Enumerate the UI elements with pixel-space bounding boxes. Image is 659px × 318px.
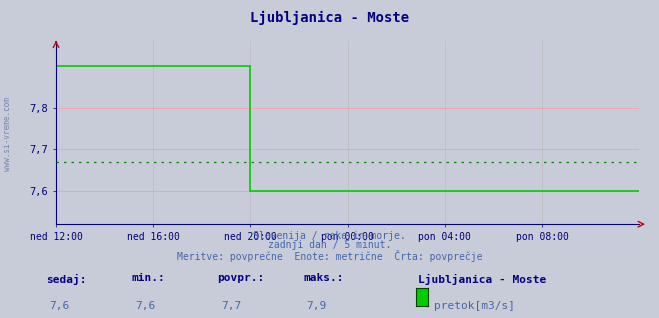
Text: povpr.:: povpr.: bbox=[217, 273, 265, 283]
Text: sedaj:: sedaj: bbox=[46, 273, 86, 285]
Text: 7,7: 7,7 bbox=[221, 301, 241, 310]
Text: www.si-vreme.com: www.si-vreme.com bbox=[3, 97, 13, 170]
Text: Meritve: povprečne  Enote: metrične  Črta: povprečje: Meritve: povprečne Enote: metrične Črta:… bbox=[177, 250, 482, 262]
Text: 7,6: 7,6 bbox=[135, 301, 156, 310]
Text: zadnji dan / 5 minut.: zadnji dan / 5 minut. bbox=[268, 240, 391, 250]
Text: Ljubljanica - Moste: Ljubljanica - Moste bbox=[250, 11, 409, 25]
Text: 7,6: 7,6 bbox=[49, 301, 70, 310]
Text: maks.:: maks.: bbox=[303, 273, 343, 283]
Text: Ljubljanica - Moste: Ljubljanica - Moste bbox=[418, 273, 547, 285]
Text: pretok[m3/s]: pretok[m3/s] bbox=[434, 301, 515, 310]
Text: 7,9: 7,9 bbox=[306, 301, 327, 310]
Text: min.:: min.: bbox=[132, 273, 165, 283]
Text: Slovenija / reke in morje.: Slovenija / reke in morje. bbox=[253, 231, 406, 240]
